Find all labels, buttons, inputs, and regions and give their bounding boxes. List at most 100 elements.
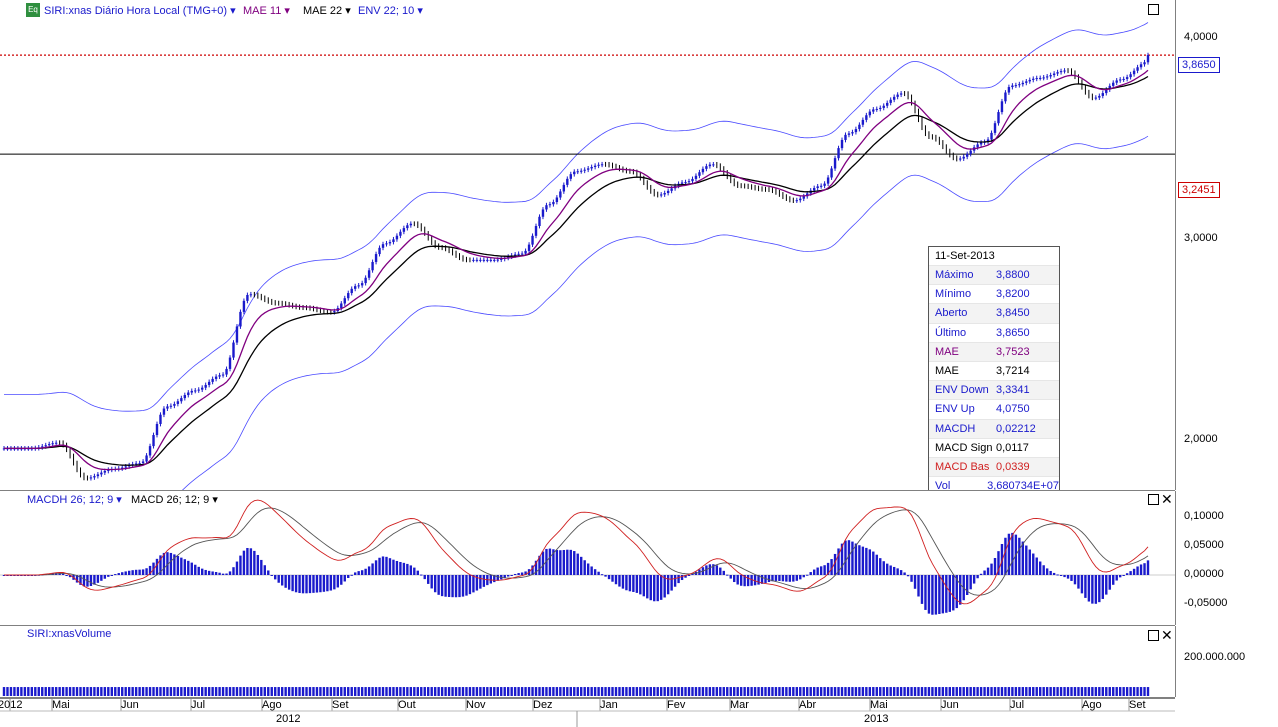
price-candle-body [138,463,141,465]
volume-bar [454,687,458,696]
macdh-bar [670,575,673,591]
macdh-bar [531,565,534,575]
volume-bar [506,687,510,696]
volume-bar [159,687,162,696]
macdh-bar [573,551,576,575]
macdh-bar [1125,573,1129,575]
tooltip-row: ENV Down 3,3341 [929,380,1059,400]
tooltip-value: 3,680734E+07 [987,480,1059,491]
month-label: Ago [262,699,282,711]
volume-bar [983,687,986,696]
volume-bar [20,687,23,696]
volume-bar [493,687,496,696]
price-candle-body [44,445,47,447]
close-volume-icon[interactable]: ✕ [1161,627,1173,643]
price-candle-body [997,112,1000,124]
volume-bar [96,687,100,696]
price-candle-body [833,158,837,169]
macdh-bar [875,554,878,575]
volume-bar [576,687,579,696]
macdh-bar [1049,570,1052,575]
macdh-bar [673,575,677,587]
maximize-macd-button[interactable] [1148,494,1159,505]
maximize-volume-button[interactable] [1148,630,1159,641]
macdh-bar [399,561,402,575]
tooltip-row: ENV Up 4,0750 [929,399,1059,418]
price-candle-body [795,200,799,202]
macdh-bar [872,551,875,575]
volume-bar [792,687,795,696]
volume-bar [903,687,906,696]
volume-bar [541,687,545,696]
mae22-selector[interactable]: MAE 22 ▾ [303,5,351,17]
symbol-selector[interactable]: SIRI:xnas Diário Hora Local (TMG+0) ▾ [44,5,236,17]
macdh-bar [68,575,72,578]
price-candle-body [698,172,701,176]
month-label: Jun [941,699,959,711]
macdh-bar [625,575,628,591]
price-candle-body [1045,76,1049,78]
macdh-bar [239,555,242,575]
volume-bar [246,687,249,696]
volume-bar [347,687,350,696]
macdh-bar [333,575,336,590]
macdh-bar [854,543,858,575]
close-macd-icon[interactable]: ✕ [1161,491,1173,507]
macdh-bar [913,575,917,589]
volume-bar [1007,687,1011,696]
price-candle-body [371,261,374,271]
price-pane[interactable]: Eq SIRI:xnas Diário Hora Local (TMG+0) ▾… [0,0,1175,491]
macdh-bar [280,575,284,586]
volume-bar [924,687,927,696]
equity-badge: Eq [26,3,40,17]
volume-bar [433,687,437,696]
macdh-bar [284,575,287,588]
volume-bar [1091,687,1094,696]
minimize-price-button[interactable] [1148,4,1159,15]
volume-bar [235,687,239,696]
macdh-bar [413,567,416,575]
macd-base-line [4,499,1149,605]
price-candle-body [173,403,176,406]
macdh-bar [465,575,468,596]
volume-bar [190,687,193,696]
mae11-selector[interactable]: MAE 11 ▾ [243,5,290,17]
price-candle-body [246,294,249,301]
macdh-bar [96,575,100,583]
macdh-bar [830,559,833,575]
macdh-bar [1059,575,1063,576]
macdh-bar [242,550,246,575]
volume-bar [941,687,945,696]
env-selector[interactable]: ENV 22; 10 ▾ [358,5,423,17]
data-tooltip: 11-Set-2013 Máximo 3,8800 Mínimo 3,8200 Aber… [928,246,1060,491]
price-candle-body [148,446,152,456]
macdh-bar [121,572,124,575]
macdh-bar [823,565,826,575]
macd-pane[interactable]: MACDH 26; 12; 9 ▾ MACD 26; 12; 9 ▾ ✕ [0,491,1175,626]
volume-bar [684,687,687,696]
volume-bar [750,687,753,696]
volume-bar [100,687,103,696]
macdh-bar [733,575,736,583]
volume-bar [145,687,148,696]
price-candle-body [1105,89,1108,94]
volume-bar [93,687,96,696]
volume-bar [1118,687,1122,696]
macdh-bar [127,570,131,575]
macdh-bar [1045,568,1049,575]
macdh-label: MACDH 26; 12; 9 [27,494,114,506]
macd-selector[interactable]: MACD 26; 12; 9 ▾ [131,494,218,506]
volume-bar [986,687,990,696]
volume-bar [586,687,590,696]
volume-bar [479,687,482,696]
macdh-bar [806,574,809,576]
macdh-bar [260,559,263,575]
price-candle-body [500,258,503,260]
macdh-bar [858,545,861,575]
volume-bar [461,687,465,696]
macdh-selector[interactable]: MACDH 26; 12; 9 ▾ [27,494,122,506]
price-candle-body [1125,77,1129,79]
volume-pane[interactable]: SIRI:xnasVolume ✕ [0,626,1175,698]
macdh-bar [468,575,472,595]
volume-bar [559,687,562,696]
